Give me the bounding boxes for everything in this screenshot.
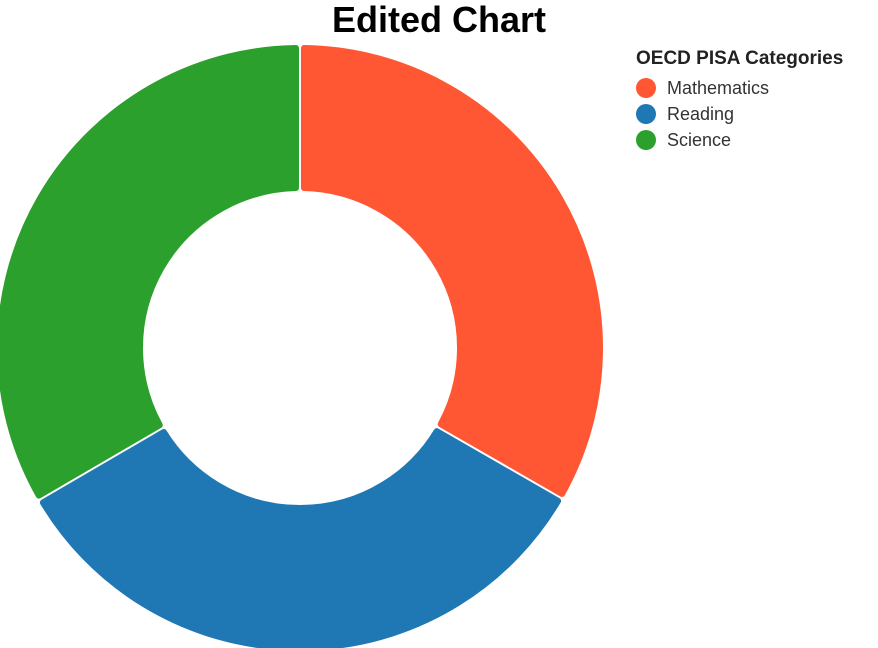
legend-label-mathematics: Mathematics [667,77,770,98]
donut-slices [0,45,603,648]
legend-item-science[interactable]: Science [636,127,843,153]
legend-swatch-mathematics [636,78,656,98]
legend-title: OECD PISA Categories [636,48,844,69]
slice-mathematics[interactable] [301,45,603,497]
slice-science[interactable] [0,45,299,499]
legend-swatch-reading [636,104,656,124]
legend-item-reading[interactable]: Reading [636,101,843,127]
legend-label-reading: Reading [667,103,735,124]
slice-reading[interactable] [39,428,562,648]
legend-label-science: Science [667,129,732,150]
chart-title: Edited Chart [331,0,546,40]
legend-swatch-science [636,130,656,150]
legend-item-mathematics[interactable]: Mathematics [636,75,843,101]
legend: OECD PISA Categories Mathematics Reading… [636,47,843,153]
